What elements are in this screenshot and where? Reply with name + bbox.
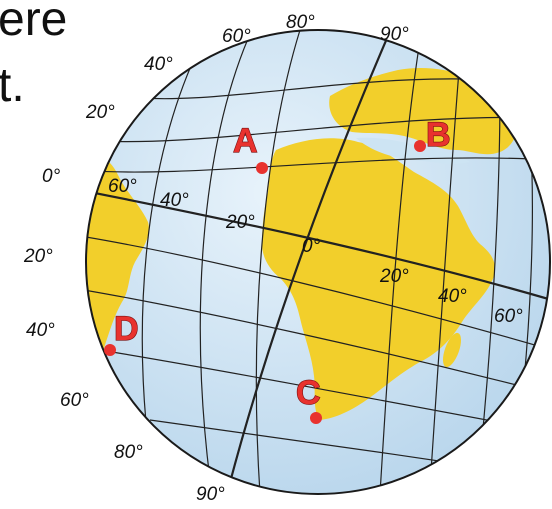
landmass-south-america bbox=[86, 150, 149, 372]
point-d: D bbox=[104, 309, 139, 356]
point-a: A bbox=[232, 121, 268, 174]
inner-label-60-left: 60° bbox=[108, 176, 137, 197]
point-d-label: D bbox=[114, 310, 139, 348]
landmass-madagascar bbox=[442, 332, 462, 368]
outer-label-90-bottom: 90° bbox=[196, 484, 225, 505]
outer-label-40-left: 40° bbox=[144, 54, 173, 75]
landmass-europe bbox=[329, 68, 517, 155]
longitude-a bbox=[141, 45, 201, 461]
fragment-line-1: ere bbox=[0, 0, 68, 46]
outer-label-60-top: 60° bbox=[222, 26, 251, 47]
latitude-40s bbox=[86, 289, 550, 395]
point-d-marker bbox=[104, 344, 116, 356]
latitude-equator bbox=[86, 188, 550, 302]
inner-label-40-right: 40° bbox=[438, 286, 467, 307]
inner-label-0: 0° bbox=[302, 236, 321, 257]
longitude-f bbox=[479, 89, 501, 461]
point-c: C bbox=[295, 373, 322, 424]
latitude-60s bbox=[99, 349, 541, 431]
latitude-40n bbox=[86, 116, 550, 143]
sea-mediterranean bbox=[356, 137, 470, 164]
outer-label-80-bottom: 80° bbox=[114, 442, 143, 463]
longitude-c bbox=[255, 30, 301, 494]
outer-label-90-top: 90° bbox=[380, 24, 409, 45]
point-b-label: B bbox=[426, 116, 451, 154]
inner-label-20-right: 20° bbox=[379, 266, 409, 287]
latitude-20n bbox=[86, 157, 550, 173]
inner-label-60-right: 60° bbox=[494, 306, 523, 327]
point-c-label: C bbox=[296, 374, 321, 412]
outer-label-80-top: 80° bbox=[286, 12, 315, 33]
longitude-e bbox=[429, 57, 461, 487]
longitude-b bbox=[199, 33, 251, 481]
point-b: B bbox=[414, 115, 451, 155]
point-b-marker bbox=[414, 140, 426, 152]
inner-label-40-left: 40° bbox=[160, 190, 189, 211]
outer-label-40-lower-left: 40° bbox=[26, 320, 55, 341]
point-a-label: A bbox=[233, 122, 258, 160]
globe-outline bbox=[85, 29, 551, 495]
fragment-line-2: t. bbox=[0, 59, 25, 112]
outer-label-20-left: 20° bbox=[85, 102, 115, 123]
latitude-lines bbox=[86, 78, 550, 471]
point-a-marker bbox=[256, 162, 268, 174]
inner-degree-labels: 60° 40° 20° 0° 20° 40° 60° bbox=[108, 176, 523, 327]
inner-label-20-left: 20° bbox=[225, 212, 255, 233]
longitude-prime bbox=[226, 35, 390, 491]
outer-label-0-left: 0° bbox=[42, 166, 61, 187]
outer-degree-labels: 60° 80° 90° 40° 20° 0° 20° 40° 60° 80° 9… bbox=[23, 12, 409, 505]
outer-label-60-bottom-left: 60° bbox=[60, 390, 89, 411]
latitude-20s bbox=[86, 235, 550, 351]
longitude-d bbox=[379, 39, 421, 494]
point-c-marker bbox=[310, 412, 322, 424]
outer-label-20-lower-left: 20° bbox=[23, 246, 53, 267]
landmass-africa bbox=[262, 138, 496, 420]
longitude-lines bbox=[141, 30, 533, 494]
